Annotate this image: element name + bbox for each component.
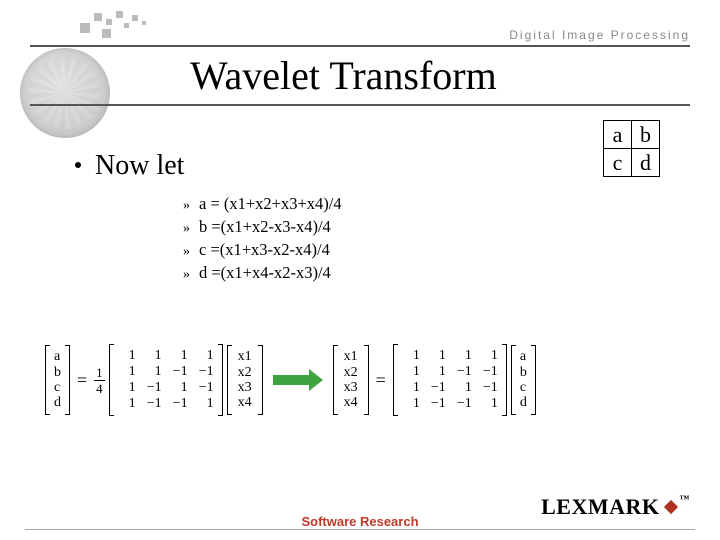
m-cell: 1: [402, 348, 420, 364]
m-cell: −1: [170, 364, 188, 380]
equation-item: » a = (x1+x2+x3+x4)/4: [183, 194, 342, 214]
fraction-den: 4: [96, 381, 103, 395]
x-vector-left: x1x2x3x4: [227, 345, 263, 415]
m-cell: 1: [118, 380, 136, 396]
abcd-entry: d: [54, 395, 61, 410]
page-title: Wavelet Transform: [190, 52, 497, 99]
m-cell: −1: [144, 396, 162, 412]
m-cell: −1: [454, 364, 472, 380]
m-cell: 1: [118, 396, 136, 412]
abcd-vector: abcd: [45, 345, 70, 415]
trademark-icon: ™: [680, 494, 691, 505]
m-cell: −1: [170, 396, 188, 412]
fraction-num: 1: [94, 366, 105, 381]
x-entry: x3: [344, 380, 358, 395]
double-angle-icon: »: [183, 198, 189, 214]
rule-under-title: [30, 104, 690, 106]
abcd-entry: b: [520, 365, 527, 380]
m-cell: 1: [402, 396, 420, 412]
m-cell: 1: [144, 364, 162, 380]
m-cell: 1: [144, 348, 162, 364]
m-cell: −1: [196, 380, 214, 396]
equation-text: b =(x1+x2-x3-x4)/4: [199, 217, 331, 236]
m-cell: 1: [118, 348, 136, 364]
m-cell: 1: [428, 348, 446, 364]
abcd-entry: b: [54, 365, 61, 380]
double-angle-icon: »: [183, 221, 189, 237]
abcd-entry: c: [520, 380, 527, 395]
cell-a: a: [604, 121, 632, 149]
cell-d: d: [632, 149, 660, 177]
one-quarter: 1 4: [94, 366, 105, 395]
m-cell: 1: [196, 396, 214, 412]
m-cell: −1: [144, 380, 162, 396]
m-cell: −1: [454, 396, 472, 412]
x-entry: x3: [238, 380, 252, 395]
equals-sign: =: [74, 370, 90, 391]
abcd-entry: c: [54, 380, 61, 395]
equation-item: » b =(x1+x2-x3-x4)/4: [183, 217, 342, 237]
m-cell: −1: [428, 396, 446, 412]
watermark-circle: [20, 48, 110, 138]
m-cell: 1: [402, 364, 420, 380]
m-cell: 1: [196, 348, 214, 364]
x-entry: x4: [344, 395, 358, 410]
m-cell: 1: [118, 364, 136, 380]
course-header: Digital Image Processing: [509, 28, 690, 42]
x-entry: x2: [344, 365, 358, 380]
x-entry: x1: [344, 349, 358, 364]
coeff-4x4-matrix-right: 1111 11−1−1 1−11−1 1−1−11: [393, 344, 507, 416]
double-angle-icon: »: [183, 244, 189, 260]
double-angle-icon: »: [183, 267, 189, 283]
matrix-equation-strip: abcd = 1 4 1111 11−1−1 1−11−1 1−1−11 x1x…: [45, 330, 705, 430]
coeff-4x4-matrix: 1111 11−1−1 1−11−1 1−1−11: [109, 344, 223, 416]
m-cell: 1: [170, 348, 188, 364]
equals-sign: =: [373, 370, 389, 391]
abcd-entry: a: [520, 349, 527, 364]
m-cell: 1: [402, 380, 420, 396]
footer-label: Software Research: [0, 514, 720, 529]
cell-c: c: [604, 149, 632, 177]
x-entry: x2: [238, 365, 252, 380]
m-cell: 1: [480, 396, 498, 412]
m-cell: −1: [480, 364, 498, 380]
equation-list: » a = (x1+x2+x3+x4)/4 » b =(x1+x2-x3-x4)/4…: [183, 194, 342, 286]
m-cell: −1: [196, 364, 214, 380]
footer-rule: [25, 529, 695, 530]
slide: Digital Image Processing Wavelet Transfo…: [0, 0, 720, 540]
m-cell: −1: [480, 380, 498, 396]
x-vector-right: x1x2x3x4: [333, 345, 369, 415]
x-entry: x4: [238, 395, 252, 410]
equation-text: c =(x1+x3-x2-x4)/4: [199, 240, 330, 259]
nowlet-text: Now let: [95, 150, 184, 181]
equation-item: » d =(x1+x4-x2-x3)/4: [183, 263, 342, 283]
diamond-icon: [663, 500, 677, 514]
abcd-entry: d: [520, 395, 527, 410]
equation-text: a = (x1+x2+x3+x4)/4: [199, 194, 342, 213]
equation-text: d =(x1+x4-x2-x3)/4: [199, 263, 331, 282]
m-cell: 1: [454, 348, 472, 364]
footer: Software Research: [0, 523, 720, 530]
x-entry: x1: [238, 349, 252, 364]
m-cell: −1: [428, 380, 446, 396]
decorative-squares: [80, 5, 200, 45]
rule-top: [30, 45, 690, 47]
bullet-nowlet: Now let: [75, 150, 184, 182]
abcd-entry: a: [54, 349, 61, 364]
arrow-icon: [273, 371, 323, 389]
bullet-dot-icon: [75, 162, 81, 168]
m-cell: 1: [170, 380, 188, 396]
abcd-2x2-matrix: ab cd: [603, 120, 660, 177]
m-cell: 1: [428, 364, 446, 380]
abcd-vector-right: abcd: [511, 345, 536, 415]
equation-item: » c =(x1+x3-x2-x4)/4: [183, 240, 342, 260]
m-cell: 1: [454, 380, 472, 396]
cell-b: b: [632, 121, 660, 149]
m-cell: 1: [480, 348, 498, 364]
